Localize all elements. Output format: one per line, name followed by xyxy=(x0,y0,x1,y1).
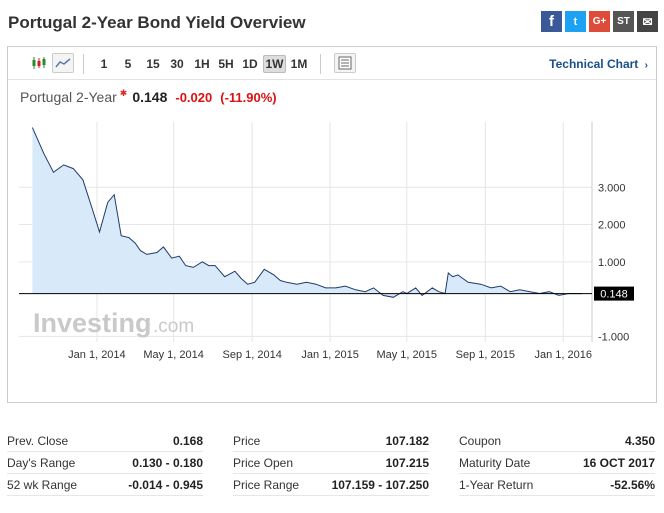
stat-value: 16 OCT 2017 xyxy=(582,456,655,470)
technical-chart-label: Technical Chart xyxy=(549,57,639,71)
toolbar-divider xyxy=(83,54,84,74)
candlestick-chart-icon[interactable] xyxy=(28,53,50,73)
stats-column-2: Price 107.182 Price Open 107.215 Price Ran… xyxy=(233,430,429,496)
stat-label: 1-Year Return xyxy=(459,478,534,492)
stat-value: 0.168 xyxy=(172,434,203,448)
stat-value: 107.159 - 107.250 xyxy=(331,478,429,492)
price-change: -0.020 xyxy=(175,90,213,105)
stat-row: 1-Year Return -52.56% xyxy=(459,474,655,496)
y-tick-label: 2.000 xyxy=(598,220,626,232)
stat-row: 52 wk Range -0.014 - 0.945 xyxy=(7,474,203,496)
x-tick-label: Sep 1, 2015 xyxy=(456,349,515,361)
stat-label: Prev. Close xyxy=(7,434,69,448)
chart-panel: 1 5 15 30 1H 5H 1D 1W 1M Technical Chart… xyxy=(7,46,657,403)
technical-chart-link[interactable]: Technical Chart › xyxy=(549,57,648,71)
stat-row: Coupon 4.350 xyxy=(459,430,655,452)
price-change-percent: (-11.90%) xyxy=(220,90,277,105)
x-tick-label: Sep 1, 2014 xyxy=(222,349,281,361)
y-tick-label: 1.000 xyxy=(598,257,626,269)
stat-row: Price Open 107.215 xyxy=(233,452,429,474)
interval-1w-button[interactable]: 1W xyxy=(263,55,286,73)
stat-row: Price 107.182 xyxy=(233,430,429,452)
stat-value: -52.56% xyxy=(610,478,655,492)
x-tick-label: Jan 1, 2016 xyxy=(535,349,593,361)
stat-row: Price Range 107.159 - 107.250 xyxy=(233,474,429,496)
interval-5h-button[interactable]: 5H xyxy=(218,57,234,71)
quote-header: Portugal 2-Year ✱ 0.148 -0.020 (-11.90%) xyxy=(20,88,277,105)
investing-watermark: Investing xyxy=(33,308,152,338)
x-tick-label: May 1, 2015 xyxy=(376,349,437,361)
data-table-icon[interactable] xyxy=(334,53,356,73)
google-plus-icon[interactable]: G+ xyxy=(589,11,610,32)
interval-5-button[interactable]: 5 xyxy=(124,57,132,71)
yield-chart[interactable]: Jan 1, 2014 May 1, 2014 Sep 1, 2014 Jan 1, … xyxy=(8,47,658,404)
facebook-icon[interactable]: f xyxy=(541,11,562,32)
stat-value: 4.350 xyxy=(624,434,655,448)
area-chart-icon[interactable] xyxy=(52,53,74,73)
x-tick-label: Jan 1, 2014 xyxy=(68,349,126,361)
page-title: Portugal 2-Year Bond Yield Overview xyxy=(8,13,306,32)
last-price: 0.148 xyxy=(132,89,168,105)
instrument-name: Portugal 2-Year xyxy=(20,89,117,105)
chevron-right-icon: › xyxy=(644,60,648,71)
toolbar-divider xyxy=(320,54,321,74)
interval-15-button[interactable]: 15 xyxy=(146,57,160,71)
stat-row: Prev. Close 0.168 xyxy=(7,430,203,452)
stats-column-3: Coupon 4.350 Maturity Date 16 OCT 2017 1-Y… xyxy=(459,430,655,496)
stat-label: Day's Range xyxy=(7,456,76,470)
interval-1-button[interactable]: 1 xyxy=(100,57,108,71)
series-line xyxy=(31,127,582,298)
stat-value: 107.182 xyxy=(385,434,429,448)
stat-label: Coupon xyxy=(459,434,502,448)
stocktwits-icon[interactable]: ST xyxy=(613,11,634,32)
social-share-bar: f t G+ ST ✉ xyxy=(541,11,658,32)
email-icon[interactable]: ✉ xyxy=(637,11,658,32)
stat-row: Day's Range 0.130 - 0.180 xyxy=(7,452,203,474)
stat-label: 52 wk Range xyxy=(7,478,78,492)
last-price-box xyxy=(594,286,634,301)
y-tick-label: -1.000 xyxy=(598,331,629,343)
twitter-icon[interactable]: t xyxy=(565,11,586,32)
stat-label: Price xyxy=(233,434,261,448)
last-price-label: 0.148 xyxy=(600,289,628,301)
interval-1d-button[interactable]: 1D xyxy=(242,57,258,71)
delayed-star-icon: ✱ xyxy=(119,88,128,98)
stat-value: 107.215 xyxy=(385,456,429,470)
interval-1h-button[interactable]: 1H xyxy=(194,57,210,71)
interval-1m-button[interactable]: 1M xyxy=(290,57,308,71)
stat-label: Price Open xyxy=(233,456,294,470)
stats-column-1: Prev. Close 0.168 Day's Range 0.130 - 0.18… xyxy=(7,430,203,496)
y-tick-label: 3.000 xyxy=(598,182,626,194)
x-tick-label: May 1, 2014 xyxy=(143,349,204,361)
stat-label: Maturity Date xyxy=(459,456,531,470)
series-area xyxy=(32,127,582,298)
stat-row: Maturity Date 16 OCT 2017 xyxy=(459,452,655,474)
chart-toolbar: 1 5 15 30 1H 5H 1D 1W 1M Technical Chart… xyxy=(8,47,656,80)
x-tick-label: Jan 1, 2015 xyxy=(301,349,359,361)
stat-label: Price Range xyxy=(233,478,300,492)
stat-value: 0.130 - 0.180 xyxy=(132,456,203,470)
investing-watermark-suffix: .com xyxy=(153,316,194,337)
stat-value: -0.014 - 0.945 xyxy=(128,478,203,492)
interval-30-button[interactable]: 30 xyxy=(170,57,184,71)
